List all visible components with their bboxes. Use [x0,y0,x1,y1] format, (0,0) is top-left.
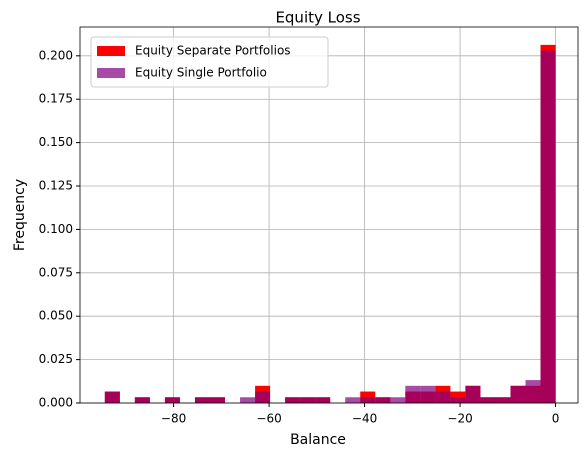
bar [465,385,481,403]
bar [210,397,226,403]
bar [255,391,271,403]
x-axis-label: Balance [290,432,346,448]
x-tick-label: −80 [161,412,186,426]
bar [194,397,211,403]
y-tick-label: 0.075 [39,265,73,279]
bar [375,397,391,403]
bar [345,397,361,403]
bar [405,385,421,403]
bar [525,380,541,403]
x-tick-label: −40 [352,412,377,426]
y-tick-label: 0.150 [39,135,73,149]
legend-swatch [97,68,125,78]
legend-box [90,36,329,88]
bar [315,397,331,403]
y-tick-label: 0.050 [39,309,73,323]
bar [285,397,301,403]
y-tick-label: 0.100 [39,222,73,236]
x-tick-label: −20 [447,412,472,426]
bar [450,397,466,403]
bar [164,397,180,403]
y-tick-label: 0.025 [39,352,73,366]
x-tick-label: −60 [256,412,281,426]
bar [435,391,451,403]
bar [300,397,316,403]
y-axis-label: Frequency [12,179,28,251]
bar [420,385,436,403]
bar [540,50,556,404]
bar [510,385,526,403]
y-tick-label: 0.125 [39,179,73,193]
bar [134,397,150,403]
y-tick-label: 0.175 [39,92,73,106]
chart-title: Equity Loss [275,9,360,27]
x-tick-label: 0 [552,412,560,426]
bar [480,397,496,403]
bar [240,397,256,403]
bar [360,397,376,403]
plot-frame [79,26,579,404]
legend-label: Equity Separate Portfolios [135,44,291,58]
bar [390,397,406,403]
bar [495,397,511,403]
legend-label: Equity Single Portfolio [135,66,267,80]
bar [104,391,120,403]
y-tick-label: 0.000 [39,396,73,410]
y-tick-label: 0.200 [39,48,73,62]
legend-swatch [97,46,125,56]
